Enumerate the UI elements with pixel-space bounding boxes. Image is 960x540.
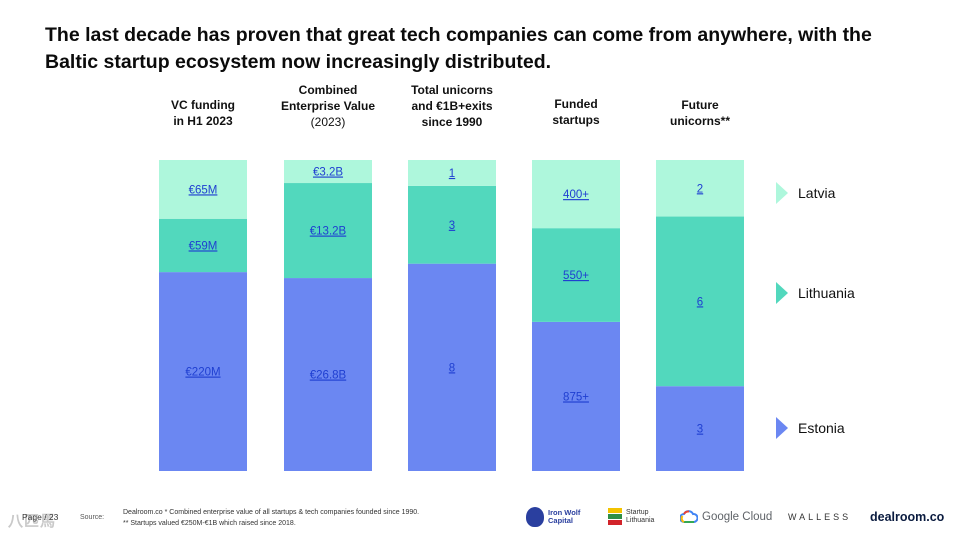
- startup-lithuania-icon: [608, 508, 622, 525]
- legend-label-latvia: Latvia: [798, 185, 836, 201]
- iron-wolf-line1: Iron Wolf: [548, 508, 581, 517]
- bar-segment-lithuania: [159, 218, 247, 273]
- legend-marker-latvia: [776, 182, 788, 204]
- bar-segment-lithuania: [408, 185, 496, 264]
- bar-segment-estonia: [656, 386, 744, 471]
- column-header: VC funding: [171, 98, 235, 112]
- data-label: €3.2B: [313, 167, 343, 179]
- startup-lithuania-line1: Startup: [626, 509, 649, 516]
- iron-wolf-logo: Iron Wolf Capital: [526, 503, 580, 531]
- column-header: in H1 2023: [173, 114, 233, 128]
- footnote-1: Dealroom.co * Combined enterprise value …: [123, 509, 420, 516]
- column-header: Future: [681, 98, 719, 112]
- column-header: and €1B+exits: [411, 99, 492, 113]
- iron-wolf-line2: Capital: [548, 516, 574, 525]
- cloud-icon: [680, 510, 698, 523]
- legend-label-estonia: Estonia: [798, 420, 845, 436]
- legend-label-lithuania: Lithuania: [798, 285, 855, 301]
- wolf-icon: [526, 507, 544, 527]
- dealroom-text: dealroom.co: [870, 510, 945, 524]
- footnote-2: ** Startups valued €250M-€1B which raise…: [123, 520, 296, 527]
- column-header: unicorns**: [670, 114, 730, 128]
- walless-logo: WALLESS: [788, 503, 851, 531]
- source-key: Source:: [80, 514, 105, 521]
- column-header: Enterprise Value: [281, 99, 375, 113]
- data-label: 2: [697, 183, 703, 195]
- bar-segment-latvia: [408, 160, 496, 186]
- watermark: 八匹馬: [8, 513, 57, 530]
- bar-segment-lithuania: [532, 228, 620, 322]
- google-cloud-text: Google Cloud: [702, 511, 773, 523]
- bar-segment-latvia: [532, 160, 620, 229]
- column-header: startups: [552, 113, 600, 127]
- data-label: 3: [697, 424, 703, 436]
- bar-segment-latvia: [656, 160, 744, 217]
- bar-segment-estonia: [159, 272, 247, 471]
- startup-lithuania-line2: Lithuania: [626, 517, 655, 524]
- bar-segment-lithuania: [284, 183, 372, 279]
- footnotes: Dealroom.co * Combined enterprise value …: [123, 507, 453, 529]
- column-header: Funded: [554, 97, 597, 111]
- bar-segment-estonia: [532, 321, 620, 471]
- data-label: €65M: [189, 184, 218, 196]
- column-header: (2023): [311, 115, 346, 129]
- page-number: Page / 23: [22, 512, 59, 522]
- google-cloud-logo: Google Cloud: [680, 503, 772, 531]
- partner-logos: Iron Wolf Capital Startup Lithuania Goog…: [520, 503, 950, 531]
- data-label: €59M: [189, 240, 218, 252]
- bar-segment-latvia: [284, 160, 372, 184]
- startup-lithuania-logo: Startup Lithuania: [608, 503, 654, 531]
- bar-segment-lithuania: [656, 216, 744, 387]
- column-header: Combined: [299, 83, 358, 97]
- data-label: 875+: [563, 391, 589, 403]
- bar-segment-estonia: [284, 278, 372, 471]
- data-label: 3: [449, 220, 455, 232]
- page-title: The last decade has proven that great te…: [45, 24, 872, 73]
- walless-text: WALLESS: [788, 512, 852, 522]
- column-header: Total unicorns: [411, 83, 493, 97]
- legend-marker-estonia: [776, 417, 788, 439]
- data-label: 8: [449, 362, 455, 374]
- bar-segment-latvia: [159, 160, 247, 219]
- data-label: €220M: [185, 367, 220, 379]
- bar-segment-estonia: [408, 263, 496, 471]
- data-label: 400+: [563, 189, 589, 201]
- data-label: €26.8B: [310, 370, 347, 382]
- legend-marker-lithuania: [776, 282, 788, 304]
- dealroom-logo: dealroom.co: [870, 503, 944, 531]
- data-label: 550+: [563, 270, 589, 282]
- data-label: €13.2B: [310, 226, 347, 238]
- data-label: 1: [449, 168, 455, 180]
- data-label: 6: [697, 296, 703, 308]
- column-header: since 1990: [422, 115, 483, 129]
